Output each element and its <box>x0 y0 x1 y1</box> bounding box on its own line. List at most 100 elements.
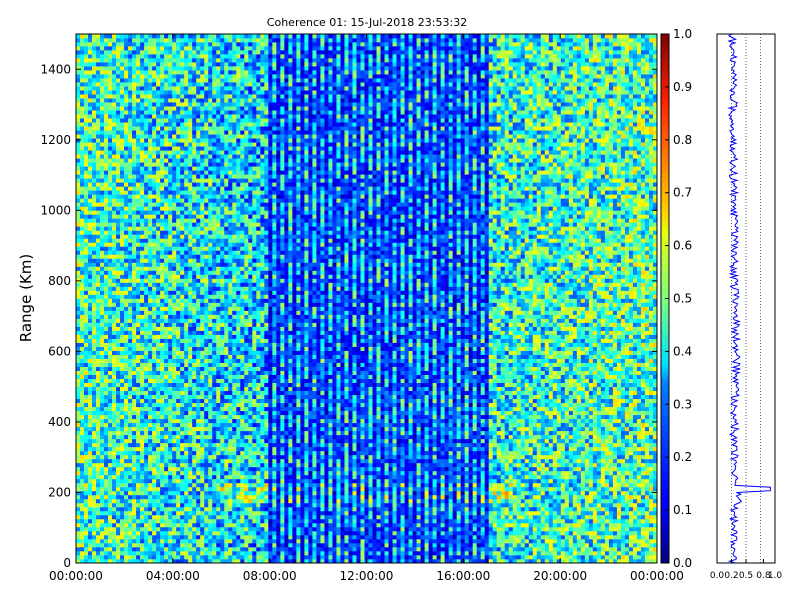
heatmap-cell <box>152 554 157 560</box>
heatmap-cell <box>212 66 217 71</box>
heatmap-cell <box>160 270 165 275</box>
heatmap-cell <box>168 510 173 516</box>
heatmap-cell <box>188 370 193 375</box>
heatmap-cell <box>168 182 173 187</box>
heatmap-cell <box>220 210 225 215</box>
heatmap-cell <box>92 550 97 556</box>
heatmap-cell <box>156 534 161 540</box>
heatmap-cell <box>180 342 185 347</box>
heatmap-cell <box>180 250 185 255</box>
heatmap-cell <box>108 242 113 247</box>
heatmap-cell <box>128 278 133 283</box>
heatmap-cell <box>92 310 97 315</box>
heatmap-cell <box>140 490 145 496</box>
heatmap-cell <box>224 534 229 540</box>
heatmap-cell <box>196 398 201 404</box>
heatmap-cell <box>164 206 169 211</box>
heatmap-cell <box>76 70 81 75</box>
heatmap-cell <box>164 402 169 408</box>
heatmap-cell <box>116 38 121 43</box>
heatmap-cell <box>116 358 121 363</box>
heatmap-cell <box>188 538 193 544</box>
heatmap-cell <box>100 214 105 219</box>
heatmap-cell <box>176 546 181 552</box>
heatmap-cell <box>168 390 173 396</box>
heatmap-cell <box>120 266 125 271</box>
heatmap-cell <box>120 286 125 291</box>
heatmap-cell <box>148 278 153 283</box>
heatmap-cell <box>148 402 153 408</box>
heatmap-cell <box>124 458 129 464</box>
heatmap-cell <box>168 242 173 247</box>
heatmap-cell <box>96 406 101 412</box>
heatmap-cell <box>220 266 225 271</box>
heatmap-cell <box>212 358 217 363</box>
heatmap-cell <box>80 414 85 420</box>
heatmap-cell <box>152 498 157 504</box>
heatmap-cell <box>116 130 121 135</box>
heatmap-cell <box>172 370 177 375</box>
heatmap-cell <box>156 122 161 127</box>
heatmap-cell <box>168 474 173 480</box>
heatmap-cell <box>224 546 229 552</box>
heatmap-cell <box>156 490 161 496</box>
heatmap-cell <box>196 370 201 375</box>
heatmap-cell <box>128 414 133 420</box>
heatmap-cell <box>192 430 197 436</box>
heatmap-cell <box>132 546 137 552</box>
heatmap-cell <box>172 498 177 504</box>
heatmap-cell <box>152 422 157 428</box>
heatmap-cell <box>76 282 81 287</box>
heatmap-cell <box>92 426 97 432</box>
heatmap-cell <box>96 74 101 79</box>
heatmap-cell <box>156 310 161 315</box>
heatmap-cell <box>76 382 81 388</box>
heatmap-cell <box>184 282 189 287</box>
heatmap-cell <box>140 446 145 452</box>
heatmap-cell <box>120 302 125 307</box>
heatmap-cell <box>164 234 169 239</box>
heatmap-cell <box>152 518 157 524</box>
heatmap-cell <box>140 130 145 135</box>
heatmap-cell <box>204 530 209 536</box>
heatmap-cell <box>108 334 113 339</box>
heatmap-cell <box>88 94 93 99</box>
heatmap-cell <box>196 378 201 384</box>
heatmap-cell <box>192 354 197 359</box>
heatmap-cell <box>180 498 185 504</box>
heatmap-cell <box>204 546 209 552</box>
heatmap-cell <box>96 126 101 131</box>
heatmap-cell <box>128 186 133 191</box>
heatmap-cell <box>176 62 181 67</box>
heatmap-cell <box>200 526 205 532</box>
heatmap-cell <box>156 118 161 123</box>
heatmap-cell <box>116 190 121 195</box>
heatmap-cell <box>80 162 85 167</box>
heatmap-cell <box>108 322 113 327</box>
heatmap-cell <box>120 54 125 59</box>
heatmap-cell <box>220 306 225 311</box>
heatmap-cell <box>156 194 161 199</box>
heatmap-cell <box>200 270 205 275</box>
heatmap-cell <box>132 542 137 548</box>
heatmap-cell <box>208 226 213 231</box>
heatmap-cell <box>208 86 213 91</box>
heatmap-cell <box>164 554 169 560</box>
heatmap-cell <box>224 386 229 392</box>
heatmap-cell <box>204 318 209 323</box>
heatmap-cell <box>188 122 193 127</box>
heatmap-cell <box>200 326 205 331</box>
heatmap-cell <box>160 422 165 428</box>
heatmap-cell <box>164 90 169 95</box>
heatmap-cell <box>184 58 189 63</box>
heatmap-cell <box>140 154 145 159</box>
heatmap-cell <box>220 170 225 175</box>
heatmap-cell <box>136 230 141 235</box>
heatmap-cell <box>128 34 133 39</box>
heatmap-cell <box>164 538 169 544</box>
heatmap-cell <box>128 198 133 203</box>
heatmap-cell <box>192 362 197 367</box>
heatmap-cell <box>168 506 173 512</box>
heatmap-cell <box>188 494 193 500</box>
heatmap-cell <box>220 422 225 428</box>
